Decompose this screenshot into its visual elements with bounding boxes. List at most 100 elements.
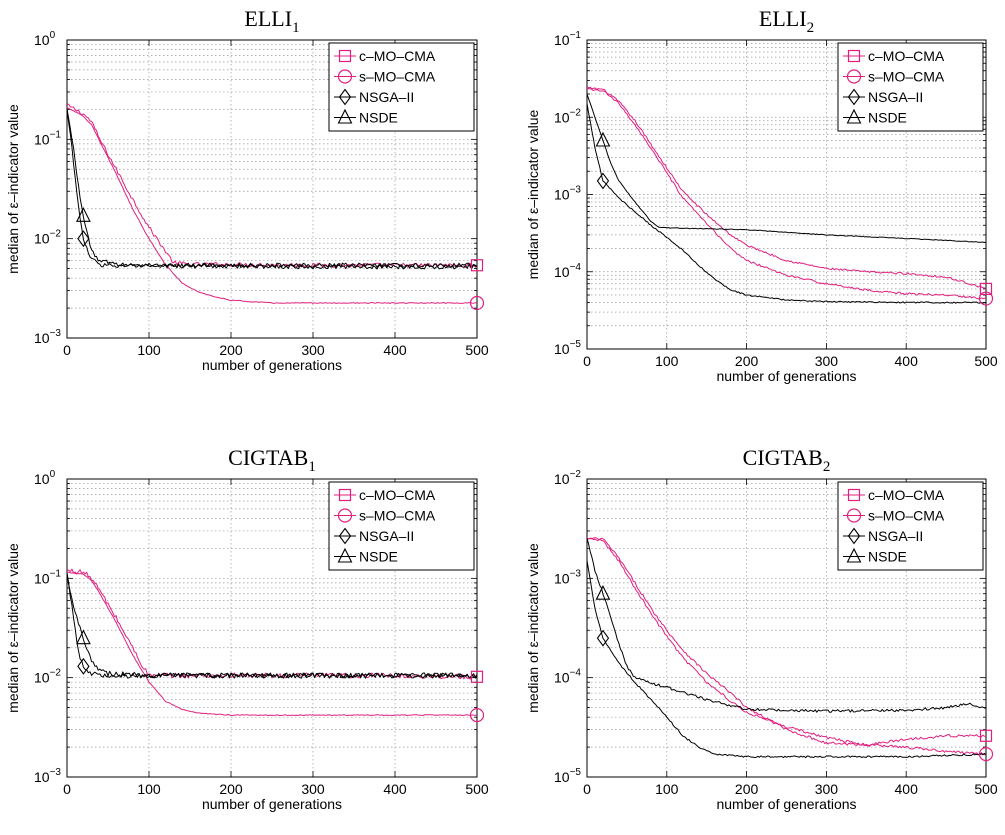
y-tick-label: 10−5 (554, 767, 581, 785)
series-line-2 (67, 573, 477, 679)
y-tick-base: 10 (554, 109, 570, 125)
legend-marker-triangle (337, 108, 353, 124)
chart-title: CIGTAB2 (743, 445, 831, 475)
legend-marker-circle (337, 508, 353, 523)
y-tick-exponent: −3 (50, 328, 62, 339)
y-tick-label: 10−3 (554, 568, 581, 586)
series-line-1 (67, 571, 477, 716)
legend-label: c–MO–CMA (868, 487, 945, 503)
x-tick-label: 0 (63, 781, 71, 797)
axes-box (66, 478, 478, 778)
x-tick-label: 300 (301, 781, 325, 797)
y-tick-label: 10−3 (554, 185, 581, 203)
chart-title-text: CIGTAB (743, 445, 823, 470)
y-tick-exponent: 0 (50, 469, 56, 480)
chart-title-subscript: 1 (308, 459, 316, 475)
y-axis-label: median of ε–indicator value (525, 109, 541, 279)
legend: c–MO–CMA s–MO–CMA NSGA–II NSDE (837, 42, 984, 132)
y-tick-exponent: −2 (570, 107, 582, 118)
y-tick-base: 10 (554, 264, 570, 280)
legend-label: c–MO–CMA (359, 48, 436, 64)
legend-marker-square (847, 49, 861, 63)
series-marker-square (470, 259, 484, 272)
y-tick-label: 10−1 (34, 568, 61, 586)
x-tick-label: 100 (137, 342, 161, 358)
x-tick-label: 200 (219, 781, 243, 797)
y-tick-exponent: −2 (570, 469, 582, 480)
x-tick-label: 300 (815, 353, 839, 369)
axes-box (66, 39, 478, 339)
series-marker-square (979, 282, 993, 295)
y-tick-label: 100 (34, 469, 56, 487)
legend: c–MO–CMA s–MO–CMA NSGA–II NSDE (328, 42, 475, 132)
series-marker-diamond (596, 629, 610, 647)
y-tick-label: 10−1 (34, 129, 61, 147)
y-tick-exponent: −1 (50, 568, 62, 579)
legend: c–MO–CMA s–MO–CMA NSGA–II NSDE (837, 481, 984, 571)
y-tick-exponent: −4 (570, 668, 582, 679)
legend-marker-circle (846, 69, 862, 84)
series-layer (67, 568, 477, 716)
x-tick-label: 100 (655, 781, 679, 797)
y-tick-label: 10−4 (554, 262, 581, 280)
legend-marker-circle (846, 508, 862, 523)
y-tick-exponent: −2 (50, 229, 62, 240)
series-layer (587, 86, 986, 304)
series-marker-circle (978, 291, 994, 306)
x-tick-label: 500 (465, 342, 489, 358)
series-line-3 (67, 573, 477, 679)
legend-box (328, 42, 475, 132)
series-line-1 (587, 88, 986, 300)
grid (67, 40, 477, 338)
y-tick-label: 10−2 (34, 229, 61, 247)
y-tick-exponent: −5 (570, 339, 582, 350)
y-axis-label: median of ε–indicator value (5, 104, 21, 274)
series-layer (67, 103, 477, 304)
legend-label: NSGA–II (868, 89, 923, 105)
y-tick-base: 10 (554, 32, 570, 48)
series-marker-circle (469, 295, 485, 311)
x-tick-label: 300 (815, 781, 839, 797)
series-marker-circle (469, 707, 485, 723)
series-line-0 (587, 86, 986, 291)
series-line-1 (67, 106, 477, 304)
y-axis-label: median of ε–indicator value (525, 543, 541, 713)
legend-label: s–MO–CMA (868, 69, 945, 85)
legend-box (328, 481, 475, 571)
x-tick-label: 0 (583, 353, 591, 369)
x-tick-label: 300 (301, 342, 325, 358)
series-marker-square (470, 670, 484, 683)
y-tick-label: 10−3 (34, 328, 61, 346)
series-marker-triangle (595, 131, 611, 147)
chart-title-text: ELLI (759, 6, 807, 31)
legend-label: NSDE (868, 549, 907, 565)
series-marker-triangle (76, 629, 91, 645)
series-marker-diamond (77, 230, 90, 248)
y-tick-exponent: −3 (50, 767, 62, 778)
y-tick-label: 100 (34, 30, 56, 48)
x-tick-label: 100 (655, 353, 679, 369)
y-tick-exponent: −1 (570, 30, 582, 41)
legend-label: NSGA–II (359, 89, 414, 105)
chart-title: ELLI1 (244, 6, 299, 36)
y-tick-base: 10 (34, 32, 50, 48)
x-tick-label: 500 (465, 781, 489, 797)
legend-label: c–MO–CMA (359, 487, 436, 503)
y-tick-base: 10 (554, 341, 570, 357)
chart-title: CIGTAB1 (228, 445, 316, 475)
y-tick-label: 10−2 (554, 107, 581, 125)
series-line-1 (587, 537, 986, 756)
series-marker-square (979, 729, 993, 742)
legend-marker-triangle (337, 547, 353, 563)
legend-label: NSGA–II (359, 528, 414, 544)
y-tick-label: 10−4 (554, 668, 581, 686)
series-line-2 (587, 103, 986, 304)
y-tick-base: 10 (34, 231, 50, 247)
x-tick-label: 200 (735, 781, 759, 797)
legend-marker-diamond (847, 88, 861, 106)
x-axis-label: number of generations (716, 368, 856, 384)
y-tick-exponent: −4 (570, 262, 582, 273)
